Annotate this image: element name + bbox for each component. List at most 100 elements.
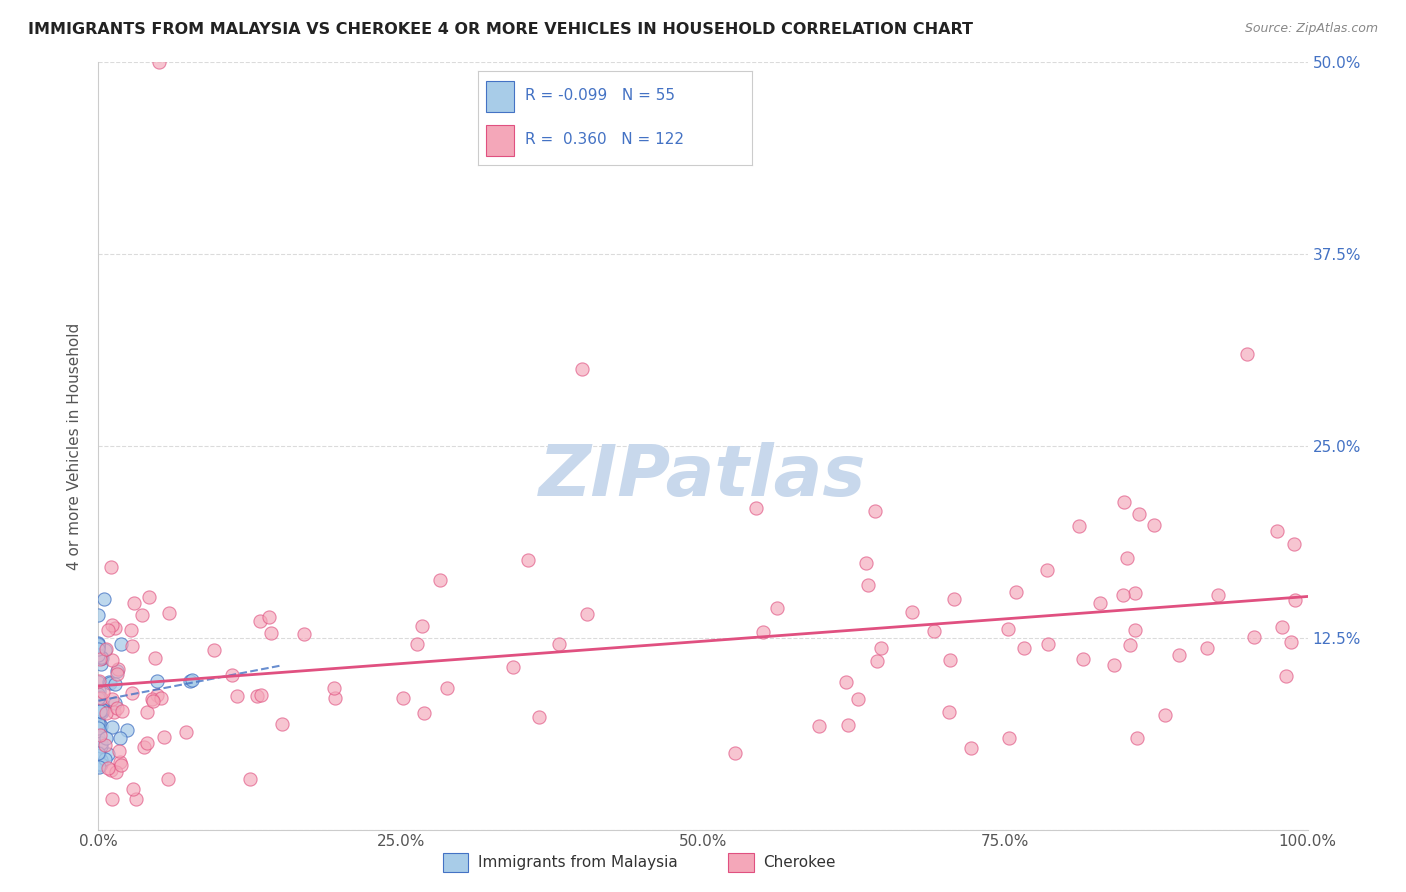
Point (101, 692, 124, 706)
Point (411, 618, 433, 632)
Point (104, 621, 127, 635)
Point (249, 615, 271, 629)
Point (406, 637, 429, 651)
Point (1114, 495, 1136, 509)
Point (121, 685, 143, 699)
Point (122, 782, 145, 797)
Point (142, 694, 165, 708)
Point (1275, 669, 1298, 683)
Point (1284, 592, 1306, 607)
Point (143, 651, 166, 665)
Point (1236, 347, 1258, 361)
Point (1128, 507, 1150, 521)
Point (101, 652, 124, 666)
Point (90, 691, 112, 706)
Point (997, 622, 1019, 636)
Point (516, 553, 538, 567)
Point (322, 681, 344, 696)
Point (107, 744, 129, 758)
Point (436, 681, 458, 695)
Point (870, 640, 893, 655)
Point (90, 739, 112, 754)
Point (111, 704, 134, 718)
Point (502, 660, 524, 674)
Point (87, 649, 110, 664)
Point (141, 691, 163, 706)
Point (115, 723, 138, 738)
Point (110, 637, 132, 651)
Point (745, 500, 768, 515)
Point (89, 758, 111, 772)
Point (766, 600, 789, 615)
Point (135, 706, 157, 720)
Point (250, 688, 273, 702)
Point (122, 596, 145, 610)
Point (271, 717, 294, 731)
Point (98, 675, 121, 690)
Point (107, 662, 129, 676)
Point (575, 607, 598, 621)
Text: Immigrants from Malaysia: Immigrants from Malaysia (478, 855, 678, 870)
Point (179, 673, 201, 688)
Point (124, 792, 146, 806)
Point (87, 721, 110, 735)
Point (1243, 630, 1265, 644)
Point (89, 704, 111, 718)
Point (91, 685, 114, 699)
Point (100, 559, 122, 574)
Point (807, 719, 830, 733)
Point (110, 755, 132, 769)
Point (110, 758, 132, 772)
Point (413, 706, 436, 721)
Point (94, 643, 117, 657)
Point (87, 637, 110, 651)
Point (429, 573, 451, 587)
Text: R = -0.099   N = 55: R = -0.099 N = 55 (524, 88, 675, 103)
Point (89, 652, 111, 666)
Point (855, 556, 877, 570)
Point (180, 673, 202, 687)
FancyBboxPatch shape (486, 125, 513, 156)
Point (1012, 641, 1035, 656)
Text: ZIPatlas: ZIPatlas (540, 442, 866, 511)
Point (858, 578, 880, 592)
Point (105, 664, 128, 678)
Point (863, 504, 886, 518)
Point (93, 752, 115, 766)
Point (260, 626, 283, 640)
Point (120, 623, 142, 637)
Point (1168, 648, 1191, 663)
Point (90, 703, 112, 717)
Point (87, 636, 110, 650)
Point (835, 674, 858, 689)
Point (1118, 638, 1140, 652)
Point (1088, 596, 1111, 610)
Point (202, 643, 225, 657)
Point (157, 606, 180, 620)
Point (87, 715, 110, 730)
Point (90, 650, 112, 665)
Point (1195, 640, 1218, 655)
Point (1112, 588, 1135, 602)
Text: Source: ZipAtlas.com: Source: ZipAtlas.com (1244, 22, 1378, 36)
Point (1154, 708, 1177, 723)
Point (724, 746, 747, 760)
Point (90, 657, 112, 672)
Point (104, 677, 127, 691)
Point (392, 690, 415, 705)
Point (146, 688, 169, 702)
Point (866, 654, 889, 668)
Point (148, 55, 170, 70)
Point (90, 753, 112, 767)
Point (121, 639, 143, 653)
Point (1004, 584, 1026, 599)
Point (87, 760, 110, 774)
Point (1206, 588, 1229, 602)
Point (89, 728, 111, 742)
Point (87, 746, 110, 760)
Point (97, 747, 120, 761)
Point (105, 700, 128, 714)
Point (90, 736, 112, 750)
Y-axis label: 4 or more Vehicles in Household: 4 or more Vehicles in Household (67, 322, 83, 570)
Point (94, 731, 117, 745)
